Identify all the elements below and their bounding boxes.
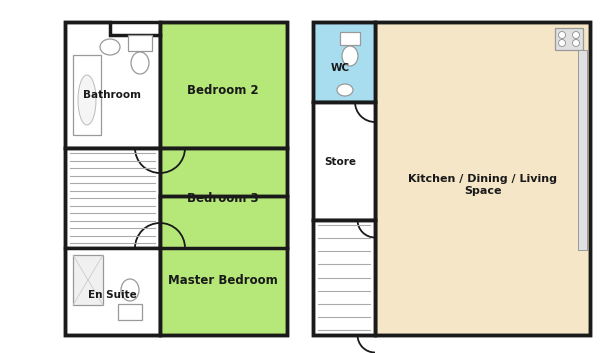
Bar bbox=[73, 55, 101, 135]
Ellipse shape bbox=[78, 75, 96, 125]
Text: Bedroom 3: Bedroom 3 bbox=[187, 191, 259, 204]
Bar bbox=[340, 32, 360, 45]
Bar bbox=[160, 22, 287, 148]
Text: Kitchen / Dining / Living
Space: Kitchen / Dining / Living Space bbox=[409, 174, 557, 196]
Bar bbox=[160, 196, 287, 335]
Bar bbox=[118, 304, 142, 320]
Bar bbox=[65, 248, 160, 335]
Bar bbox=[65, 148, 160, 248]
Ellipse shape bbox=[337, 84, 353, 96]
Text: Master Bedroom: Master Bedroom bbox=[168, 274, 278, 287]
Bar bbox=[313, 220, 375, 335]
Text: En Suite: En Suite bbox=[88, 290, 136, 300]
Text: WC: WC bbox=[331, 63, 350, 73]
Circle shape bbox=[572, 40, 580, 47]
Text: Bathroom: Bathroom bbox=[83, 90, 141, 100]
Ellipse shape bbox=[342, 46, 358, 66]
Circle shape bbox=[559, 31, 566, 38]
Bar bbox=[578, 50, 587, 250]
Bar bbox=[313, 22, 375, 102]
Ellipse shape bbox=[100, 39, 120, 55]
Ellipse shape bbox=[131, 52, 149, 74]
Bar bbox=[128, 35, 152, 51]
Ellipse shape bbox=[121, 279, 139, 301]
Circle shape bbox=[559, 40, 566, 47]
Bar bbox=[313, 102, 375, 220]
Bar bbox=[65, 22, 160, 148]
Bar bbox=[555, 28, 583, 50]
Bar bbox=[375, 22, 590, 335]
Bar bbox=[73, 255, 103, 305]
Circle shape bbox=[572, 31, 580, 38]
Text: Store: Store bbox=[324, 157, 356, 167]
Text: Bedroom 2: Bedroom 2 bbox=[187, 84, 259, 96]
Bar bbox=[160, 148, 287, 248]
